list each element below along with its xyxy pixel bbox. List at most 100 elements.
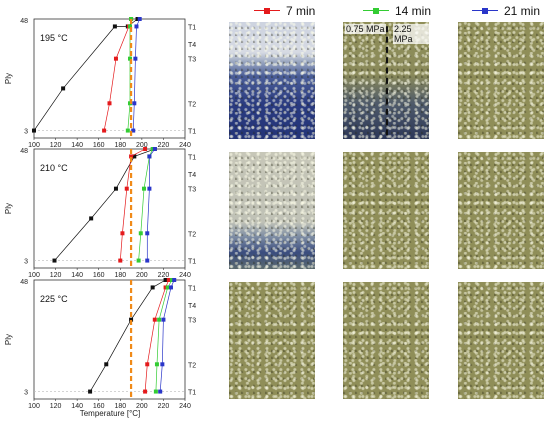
- plot-frame: [33, 148, 186, 269]
- data-point: [153, 389, 158, 394]
- data-point: [107, 101, 112, 106]
- legend-label: 14 min: [395, 4, 432, 18]
- legend-swatch-blue: [472, 5, 498, 17]
- chart-title: 225 °C: [40, 294, 68, 304]
- data-point: [127, 24, 132, 29]
- data-point: [161, 317, 166, 322]
- series-line: [146, 148, 156, 261]
- ply-label: T2: [188, 101, 196, 108]
- data-point: [163, 285, 168, 290]
- data-point: [118, 258, 123, 263]
- series-line: [103, 18, 132, 131]
- data-point: [143, 147, 148, 151]
- pressure-label-left: 0.75 MPa: [345, 24, 386, 34]
- ply-label: T2: [188, 362, 196, 369]
- data-point: [61, 86, 66, 91]
- data-point: [147, 186, 152, 191]
- data-point: [88, 389, 93, 394]
- data-point: [127, 56, 132, 61]
- data-point: [152, 147, 157, 151]
- y-tick-label: 3: [24, 129, 28, 136]
- photo-210c-14min: [343, 152, 429, 269]
- x-tick-label: 100: [28, 272, 40, 279]
- data-point: [143, 389, 148, 394]
- chart-panel: 48 3 Ply T1 T4 T3 T2 T1 100 120 140 160 180 200 220 240…: [4, 17, 196, 149]
- photo-225c-14min: [343, 282, 429, 399]
- ply-label: T1: [188, 24, 196, 31]
- data-point: [135, 17, 140, 21]
- plot-frame: [33, 18, 186, 139]
- data-point: [158, 389, 163, 394]
- data-point: [113, 186, 118, 191]
- data-point: [133, 56, 138, 61]
- data-point: [125, 128, 130, 133]
- legend-label: 21 min: [504, 4, 541, 18]
- data-point: [112, 24, 117, 29]
- chart-panel: 48 3 Ply T1 T4 T3 T2 T1 100 120 140 160 180 200 220 240…: [4, 147, 196, 279]
- data-point: [132, 101, 137, 106]
- data-point: [113, 56, 118, 61]
- ply-label: T2: [188, 231, 196, 238]
- ply-label: T3: [188, 57, 196, 64]
- data-point: [120, 231, 125, 236]
- series-line: [155, 279, 173, 392]
- series-line: [138, 148, 153, 261]
- photo-210c-21min: [458, 152, 544, 269]
- y-tick-label: 48: [20, 18, 28, 25]
- x-tick-label: 180: [114, 142, 126, 149]
- legend-swatch-red: [254, 5, 280, 17]
- chart-panel: 48 3 Ply T1 T4 T3 T2 T1 100 120 140 160 180 200 220 240…: [4, 278, 196, 410]
- data-point: [150, 147, 155, 151]
- data-point: [145, 362, 150, 367]
- data-point: [154, 362, 159, 367]
- photo-225c-21min: [458, 282, 544, 399]
- data-point: [138, 231, 143, 236]
- y-axis-label: Ply: [4, 334, 13, 345]
- ply-label: T1: [188, 129, 196, 136]
- data-point: [166, 278, 171, 282]
- data-point: [124, 186, 129, 191]
- x-tick-label: 140: [71, 142, 83, 149]
- x-tick-label: 160: [93, 403, 105, 410]
- data-point: [147, 154, 152, 159]
- plot-frame: [33, 279, 186, 400]
- y-tick-label: 48: [20, 148, 28, 155]
- data-point: [137, 17, 142, 21]
- photo-195c-7min: [229, 22, 315, 139]
- data-point: [142, 186, 147, 191]
- x-tick-label: 120: [50, 142, 62, 149]
- legend-swatch-green: [363, 5, 389, 17]
- x-tick-label: 120: [50, 272, 62, 279]
- x-tick-label: 220: [158, 403, 170, 410]
- ply-label: T1: [188, 259, 196, 266]
- data-point: [170, 278, 175, 282]
- ply-label: T3: [188, 187, 196, 194]
- x-tick-label: 160: [93, 142, 105, 149]
- photo-195c-14min: 0.75 MPa 2.25 MPa: [343, 22, 429, 139]
- x-tick-label: 240: [179, 272, 191, 279]
- chart-title: 195 °C: [40, 33, 68, 43]
- data-point: [163, 278, 168, 282]
- x-tick-label: 100: [28, 142, 40, 149]
- x-tick-label: 220: [158, 272, 170, 279]
- series-line: [89, 279, 166, 392]
- ply-label: T4: [188, 42, 196, 49]
- x-tick-label: 240: [179, 142, 191, 149]
- legend-item-21min: 21 min: [472, 2, 540, 20]
- x-axis-label: Temperature [°C]: [80, 409, 141, 418]
- x-tick-label: 200: [136, 272, 148, 279]
- data-point: [104, 362, 109, 367]
- y-tick-label: 3: [24, 259, 28, 266]
- data-point: [131, 128, 136, 133]
- data-point: [157, 317, 162, 322]
- x-tick-label: 220: [158, 142, 170, 149]
- data-point: [152, 317, 157, 322]
- x-tick-label: 180: [114, 403, 126, 410]
- x-tick-label: 140: [71, 272, 83, 279]
- photo-210c-7min: [229, 152, 315, 269]
- data-point: [136, 258, 141, 263]
- y-axis-label: Ply: [4, 203, 13, 214]
- data-point: [150, 285, 155, 290]
- data-point: [168, 285, 173, 290]
- y-tick-label: 48: [20, 279, 28, 286]
